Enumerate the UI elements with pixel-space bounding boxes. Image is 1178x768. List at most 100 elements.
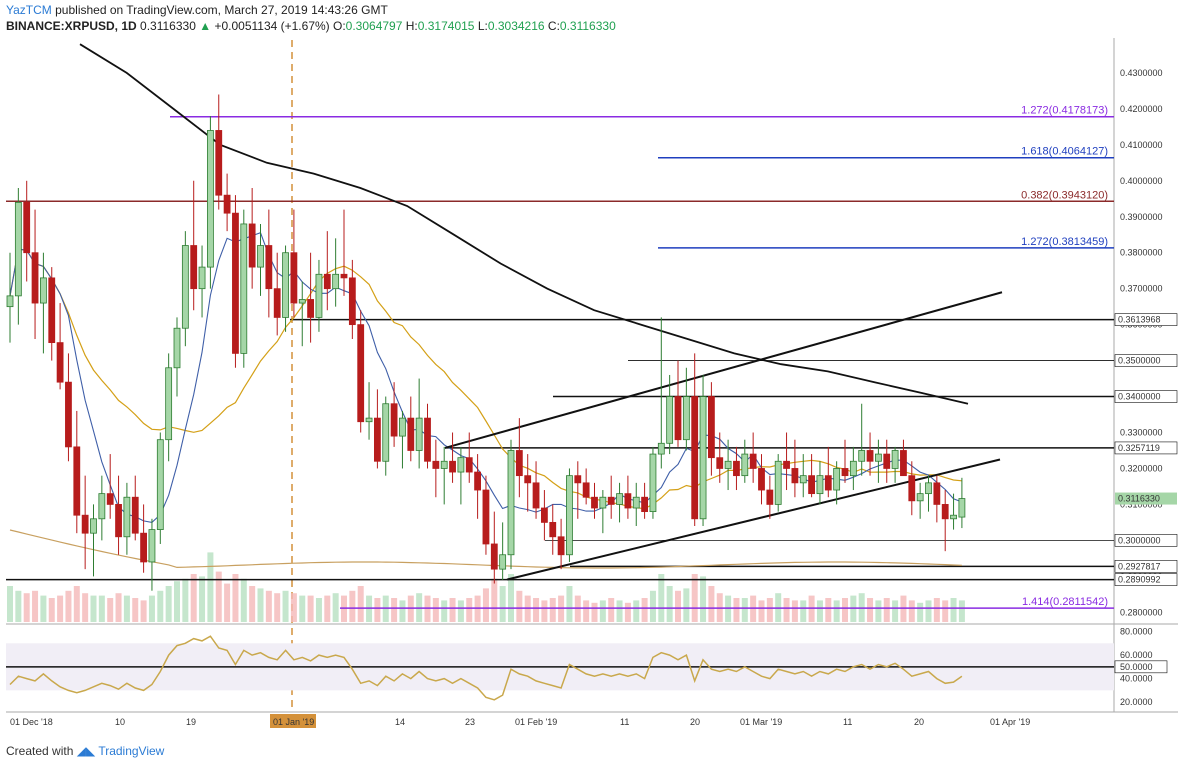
volume-bar: [157, 590, 164, 622]
volume-bar: [240, 578, 247, 622]
volume-bar: [566, 586, 573, 622]
date-tag: [270, 714, 316, 728]
volume-bar: [332, 593, 339, 622]
time-tick-label: 20: [914, 717, 924, 727]
candle-body: [490, 543, 498, 570]
candle-body: [733, 460, 740, 477]
candle-body: [140, 532, 148, 563]
volume-bar: [533, 598, 540, 622]
candle-body: [165, 367, 173, 441]
candle-body: [240, 223, 248, 354]
candle-body: [624, 493, 632, 509]
volume-bar: [207, 552, 214, 622]
candle-body: [14, 201, 22, 297]
volume-bar: [441, 600, 448, 622]
candle-body: [73, 446, 81, 516]
tradingview-link[interactable]: TradingView: [98, 744, 165, 758]
time-tick-label: 20: [690, 717, 700, 727]
candle-body: [357, 324, 365, 423]
candle-body: [883, 453, 891, 469]
time-tick-label: 10: [115, 717, 125, 727]
candle-body: [774, 460, 782, 505]
volume-bar: [357, 586, 364, 622]
price-level-tag: [1114, 573, 1178, 586]
price-change: +0.0051134 (+1.67%): [214, 19, 330, 33]
time-tick-label: 23: [465, 717, 475, 727]
volume-bar: [290, 593, 297, 622]
candle-body: [98, 493, 106, 520]
candle-body: [474, 471, 482, 491]
candle-body: [6, 295, 14, 308]
candle-body: [257, 245, 264, 268]
volume-bar: [132, 598, 139, 622]
candle-body: [156, 439, 164, 530]
price-chart[interactable]: 1.272(0.4178173) 1.618(0.4064127) 0.382(0.…: [0, 0, 1178, 740]
rsi-level-tag: [1114, 660, 1168, 674]
candle-body: [532, 482, 540, 509]
candle-body: [382, 403, 390, 462]
volume-bar: [65, 590, 72, 622]
candle-body: [23, 201, 31, 254]
volume-bar: [825, 598, 832, 622]
author-link[interactable]: YazTCM: [6, 3, 52, 17]
candle-body: [566, 475, 573, 556]
price-level-tag: [1114, 313, 1178, 326]
volume-bar: [399, 600, 406, 622]
candle-body: [574, 475, 582, 484]
candle-body: [900, 450, 907, 477]
volume-bar: [123, 595, 130, 622]
candle-body: [824, 475, 832, 491]
volume-bar: [641, 598, 648, 622]
volume-bar: [232, 574, 239, 622]
time-tick-label: 01 Jan '19: [273, 717, 314, 727]
candle-body: [716, 457, 724, 469]
fib-level-label: 1.618(0.4064127): [1021, 146, 1108, 158]
candle-body: [348, 277, 356, 326]
last-price-tag: [1115, 492, 1177, 505]
price-tick-label: 0.4000000: [1120, 176, 1163, 186]
volume-bar: [190, 574, 197, 622]
volume-bar: [224, 583, 231, 622]
volume-bar: [892, 600, 899, 622]
candle-body: [758, 468, 765, 491]
volume-bar: [15, 590, 22, 622]
volume-bar: [115, 593, 122, 622]
volume-bar: [90, 595, 97, 622]
volume-bar: [633, 600, 640, 622]
publish-line: YazTCM published on TradingView.com, Mar…: [6, 2, 616, 18]
volume-bar: [257, 588, 264, 622]
volume-bar: [583, 600, 590, 622]
candles-layer: [6, 94, 966, 591]
low-value: 0.3034216: [487, 19, 545, 33]
candle-body: [332, 273, 340, 290]
volume-bar: [624, 602, 631, 622]
volume-bar: [875, 600, 882, 622]
volume-bar: [691, 574, 698, 622]
volume-bar: [516, 590, 523, 622]
price-pane[interactable]: [6, 38, 1114, 622]
candle-body: [958, 498, 966, 518]
candle-body: [424, 417, 431, 462]
fib-level-label: 1.272(0.3813459): [1021, 236, 1108, 248]
candle-body: [81, 514, 89, 534]
candle-body: [499, 554, 507, 570]
candle-body: [223, 194, 231, 214]
candle-body: [298, 299, 306, 304]
volume-bar: [649, 590, 656, 622]
open-label: O:: [333, 19, 346, 33]
candle-body: [941, 504, 949, 520]
volume-bar: [700, 576, 707, 622]
volume-bar: [950, 598, 957, 622]
candle-body: [31, 252, 39, 304]
volume-bar: [182, 578, 189, 622]
rsi-tick-label: 60.0000: [1120, 650, 1153, 660]
candle-body: [290, 252, 298, 304]
volume-bar: [791, 600, 798, 622]
candle-body: [933, 482, 941, 505]
volume-bar: [391, 598, 398, 622]
volume-bar: [199, 576, 206, 622]
candle-body: [699, 396, 707, 520]
level-lines-layer: [6, 115, 1114, 609]
price-tick-label: 0.4300000: [1120, 68, 1163, 78]
candle-body: [131, 496, 139, 534]
